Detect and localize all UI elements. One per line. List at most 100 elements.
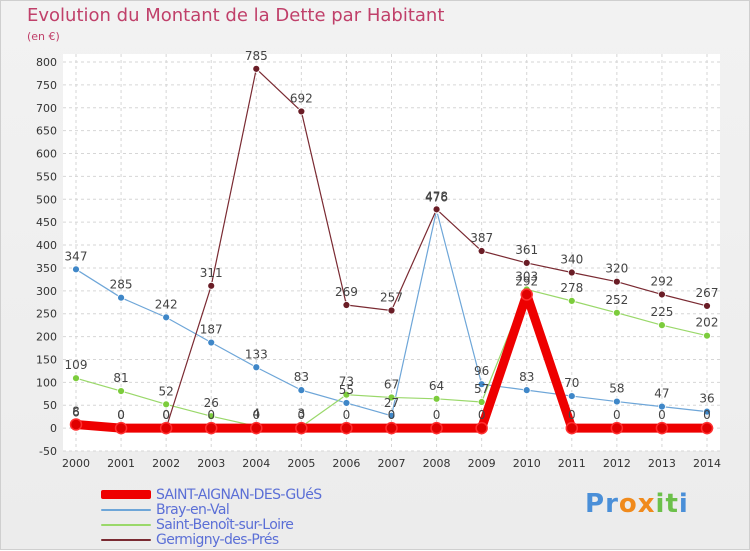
logo-letter: t: [665, 489, 679, 519]
y-tick-label: 450: [36, 216, 57, 229]
y-tick-label: -50: [39, 445, 57, 458]
x-tick-label: 2004: [242, 457, 270, 470]
data-label: 83: [294, 370, 309, 384]
data-label: 0: [207, 408, 215, 422]
series-point-3: [297, 107, 306, 116]
y-tick-label: 800: [36, 56, 57, 69]
series-point-3: [342, 301, 351, 309]
data-label: 0: [117, 408, 125, 422]
logo-letter: P: [585, 489, 606, 519]
data-label: 187: [200, 323, 223, 337]
series-point-1: [703, 407, 711, 416]
series-point-1: [342, 399, 351, 407]
data-label: 57: [474, 382, 489, 396]
data-label: 257: [380, 291, 403, 305]
data-label: 303: [515, 269, 538, 283]
data-label: 0: [252, 408, 260, 422]
y-tick-label: 150: [36, 353, 57, 366]
x-tick-label: 2003: [197, 457, 225, 470]
data-label: 6: [72, 405, 80, 419]
series-point-2: [658, 321, 666, 330]
x-tick-label: 2009: [468, 457, 496, 470]
series-point-0: [159, 421, 173, 435]
data-label: 387: [470, 231, 493, 245]
series-point-2: [387, 393, 396, 402]
series-point-0: [520, 288, 533, 301]
data-label: 4: [252, 406, 260, 420]
data-label: 47: [654, 387, 669, 401]
legend-item: SAINT-AIGNAN-DES-GUéS: [101, 486, 322, 503]
series-point-2: [207, 412, 216, 421]
legend-swatch: [101, 508, 151, 511]
y-tick-label: 500: [36, 193, 57, 206]
data-label: 692: [290, 91, 313, 105]
data-label: 225: [650, 305, 673, 319]
logo-letter: o: [618, 489, 638, 519]
series-point-1: [612, 397, 621, 406]
legend-swatch: [101, 490, 151, 499]
series-point-3: [567, 268, 576, 277]
legend-label: Bray-en-Val: [156, 501, 230, 518]
y-tick-label: 600: [36, 148, 57, 161]
x-tick-label: 2002: [152, 457, 180, 470]
x-tick-label: 2014: [693, 457, 721, 470]
x-tick-label: 2006: [332, 457, 360, 470]
y-tick-label: 50: [43, 399, 57, 412]
data-label: 267: [696, 286, 719, 300]
series-point-3: [703, 302, 711, 310]
data-label: 36: [699, 392, 714, 406]
series-point-1: [387, 411, 396, 420]
series-point-0: [114, 421, 128, 435]
data-label: 478: [425, 189, 448, 203]
series-point-0: [565, 421, 579, 435]
series-point-3: [207, 281, 216, 290]
data-label: 55: [339, 383, 354, 397]
data-label: 292: [515, 274, 538, 288]
data-label: 81: [113, 371, 128, 385]
series-point-1: [162, 313, 171, 322]
series-point-0: [655, 421, 669, 435]
data-label: 0: [478, 408, 486, 422]
data-label: 320: [605, 262, 628, 276]
series-point-1: [252, 363, 261, 372]
data-label: 252: [605, 293, 628, 307]
chart-legend: SAINT-AIGNAN-DES-GUéS Bray-en-Val Saint-Be…: [101, 486, 322, 548]
data-label: 0: [162, 408, 170, 422]
series-point-0: [385, 421, 398, 435]
series-point-0: [295, 421, 308, 435]
y-tick-label: 750: [36, 79, 57, 92]
series-point-2: [432, 394, 441, 403]
legend-label: Germigny-des-Prés: [156, 531, 279, 548]
data-label: 0: [658, 408, 666, 422]
data-label: 269: [335, 285, 358, 299]
data-label: 0: [162, 408, 170, 422]
series-point-3: [387, 306, 396, 315]
series-point-2: [567, 296, 576, 305]
data-label: 0: [568, 408, 576, 422]
data-label: 67: [384, 377, 399, 391]
series-point-3: [658, 290, 666, 299]
x-tick-label: 2013: [648, 457, 676, 470]
x-tick-label: 2005: [287, 457, 315, 470]
y-tick-label: 700: [36, 102, 57, 115]
x-tick-label: 2008: [423, 457, 451, 470]
series-point-1: [567, 392, 576, 400]
x-tick-label: 2010: [513, 457, 541, 470]
series-point-3: [612, 277, 621, 286]
x-tick-label: 2007: [378, 457, 406, 470]
logo-letter: r: [605, 489, 619, 519]
series-point-0: [610, 421, 624, 435]
data-label: 8: [72, 404, 80, 418]
series-point-2: [342, 390, 351, 399]
series-point-3: [252, 64, 261, 73]
legend-swatch: [101, 538, 151, 541]
data-label: 26: [204, 396, 219, 410]
legend-label: SAINT-AIGNAN-DES-GUéS: [156, 486, 322, 503]
series-point-1: [72, 265, 80, 274]
series-point-3: [477, 247, 486, 255]
data-label: 73: [339, 375, 354, 389]
legend-label: Saint-Benoît-sur-Loire: [156, 516, 294, 533]
series-point-2: [117, 387, 125, 395]
y-tick-label: 550: [36, 170, 57, 183]
